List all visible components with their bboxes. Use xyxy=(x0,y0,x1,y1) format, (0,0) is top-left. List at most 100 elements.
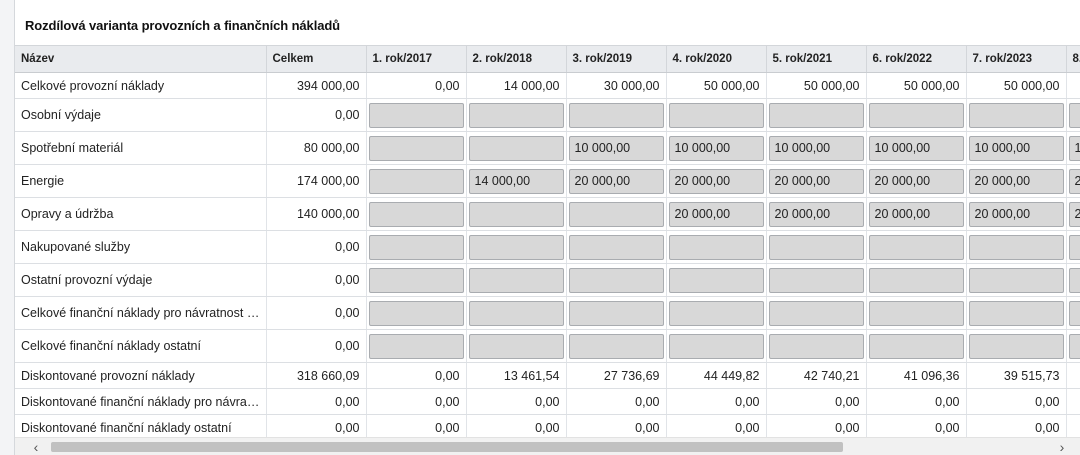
year-value-input[interactable]: 2 xyxy=(1068,201,1080,227)
year-value-input[interactable] xyxy=(368,333,464,359)
year-cell xyxy=(566,263,667,297)
year-value-input[interactable] xyxy=(368,300,464,326)
year-value: 14 000,00 xyxy=(466,72,567,99)
year-value-input[interactable] xyxy=(568,333,664,359)
year-cell xyxy=(366,263,467,297)
year-value-input[interactable] xyxy=(768,300,864,326)
year-value-input[interactable] xyxy=(468,267,564,293)
year-value-input[interactable] xyxy=(568,201,664,227)
year-value-input[interactable] xyxy=(568,300,664,326)
year-value-input[interactable]: 10 000,00 xyxy=(868,135,964,161)
year-cell xyxy=(666,98,767,132)
year-value-input[interactable] xyxy=(868,300,964,326)
year-value-input[interactable] xyxy=(868,267,964,293)
year-value-input[interactable]: 10 000,00 xyxy=(768,135,864,161)
year-value-input[interactable] xyxy=(468,102,564,128)
year-value-input[interactable] xyxy=(968,102,1064,128)
year-value-input[interactable] xyxy=(368,201,464,227)
column-header-name[interactable]: Název xyxy=(15,45,267,73)
year-value-input[interactable] xyxy=(468,234,564,260)
year-value-input[interactable] xyxy=(668,102,764,128)
column-header-year-3[interactable]: 3. rok/2019 xyxy=(566,45,667,73)
horizontal-scrollbar[interactable]: ‹ › xyxy=(15,437,1080,455)
year-value-input[interactable] xyxy=(968,300,1064,326)
year-value-input[interactable] xyxy=(968,267,1064,293)
column-header-year-4[interactable]: 4. rok/2020 xyxy=(666,45,767,73)
year-value-input[interactable] xyxy=(1068,234,1080,260)
year-value-input[interactable]: 20 000,00 xyxy=(868,168,964,194)
row-label: Celkové finanční náklady pro návratnost … xyxy=(15,296,267,330)
year-value-input[interactable] xyxy=(368,135,464,161)
year-value-input[interactable] xyxy=(568,267,664,293)
row-label: Diskontované finanční náklady pro návrat… xyxy=(15,388,267,415)
column-header-total[interactable]: Celkem xyxy=(266,45,367,73)
year-cell xyxy=(1066,263,1080,297)
year-value-input[interactable]: 20 000,00 xyxy=(768,168,864,194)
table-row: Diskontované provozní náklady 318 660,09 0… xyxy=(15,362,1080,389)
column-header-year-7[interactable]: 7. rok/2023 xyxy=(966,45,1067,73)
scroll-left-icon[interactable]: ‹ xyxy=(33,439,39,455)
year-value-input[interactable] xyxy=(568,102,664,128)
year-value-input[interactable] xyxy=(968,333,1064,359)
year-value-input[interactable]: 20 000,00 xyxy=(668,201,764,227)
panel-title: Rozdílová varianta provozních a finanční… xyxy=(25,18,341,33)
year-value-input[interactable]: 20 000,00 xyxy=(768,201,864,227)
year-value-input[interactable] xyxy=(868,234,964,260)
year-value: 42 740,21 xyxy=(766,362,867,389)
column-header-year-8[interactable]: 8. xyxy=(1066,45,1080,73)
year-value-input[interactable]: 2 xyxy=(1068,168,1080,194)
year-value-input[interactable] xyxy=(368,267,464,293)
year-value-input[interactable] xyxy=(768,333,864,359)
year-value-input[interactable] xyxy=(368,234,464,260)
year-cell xyxy=(466,230,567,264)
year-value-input[interactable] xyxy=(768,267,864,293)
year-value-input[interactable] xyxy=(468,333,564,359)
row-label: Diskontované provozní náklady xyxy=(15,362,267,389)
year-value-input[interactable]: 10 000,00 xyxy=(968,135,1064,161)
scroll-right-icon[interactable]: › xyxy=(1059,439,1065,455)
column-header-year-6[interactable]: 6. rok/2022 xyxy=(866,45,967,73)
year-value-input[interactable] xyxy=(1068,300,1080,326)
row-total: 318 660,09 xyxy=(266,362,367,389)
table-row: Opravy a údržba 140 000,00 20 000,00 20 000… xyxy=(15,197,1080,231)
year-value-input[interactable] xyxy=(1068,102,1080,128)
year-value-input[interactable]: 20 000,00 xyxy=(568,168,664,194)
year-value-input[interactable] xyxy=(668,333,764,359)
table-row: Spotřební materiál 80 000,00 10 000,00 10 0… xyxy=(15,131,1080,165)
year-value-input[interactable] xyxy=(468,135,564,161)
year-value-input[interactable] xyxy=(668,234,764,260)
year-value-input[interactable] xyxy=(668,300,764,326)
year-value-input[interactable] xyxy=(368,102,464,128)
year-value-input[interactable]: 14 000,00 xyxy=(468,168,564,194)
year-value-input[interactable]: 20 000,00 xyxy=(868,201,964,227)
scrollbar-thumb[interactable] xyxy=(51,442,843,452)
year-value-input[interactable] xyxy=(768,102,864,128)
year-value-input[interactable] xyxy=(868,333,964,359)
year-value: 0,00 xyxy=(766,388,867,415)
year-value-input[interactable] xyxy=(768,234,864,260)
year-value-input[interactable] xyxy=(868,102,964,128)
year-value-input[interactable] xyxy=(1068,333,1080,359)
row-total: 0,00 xyxy=(266,296,367,330)
column-header-year-5[interactable]: 5. rok/2021 xyxy=(766,45,867,73)
column-header-year-2[interactable]: 2. rok/2018 xyxy=(466,45,567,73)
year-cell xyxy=(766,230,867,264)
year-value-input[interactable] xyxy=(368,168,464,194)
column-header-year-1[interactable]: 1. rok/2017 xyxy=(366,45,467,73)
year-value-input[interactable] xyxy=(468,300,564,326)
year-value-input[interactable] xyxy=(568,234,664,260)
year-cell xyxy=(566,98,667,132)
year-value-input[interactable] xyxy=(1068,267,1080,293)
year-value-input[interactable]: 20 000,00 xyxy=(968,168,1064,194)
year-cell xyxy=(366,131,467,165)
year-value-input[interactable]: 20 000,00 xyxy=(668,168,764,194)
year-value-input[interactable]: 10 000,00 xyxy=(668,135,764,161)
year-value-input[interactable] xyxy=(968,234,1064,260)
year-value-input[interactable]: 20 000,00 xyxy=(968,201,1064,227)
year-value-input[interactable]: 10 000,00 xyxy=(568,135,664,161)
year-value-input[interactable]: 1 xyxy=(1068,135,1080,161)
year-value-input[interactable] xyxy=(668,267,764,293)
year-cell: 1 xyxy=(1066,131,1080,165)
year-cell xyxy=(366,197,467,231)
year-value-input[interactable] xyxy=(468,201,564,227)
